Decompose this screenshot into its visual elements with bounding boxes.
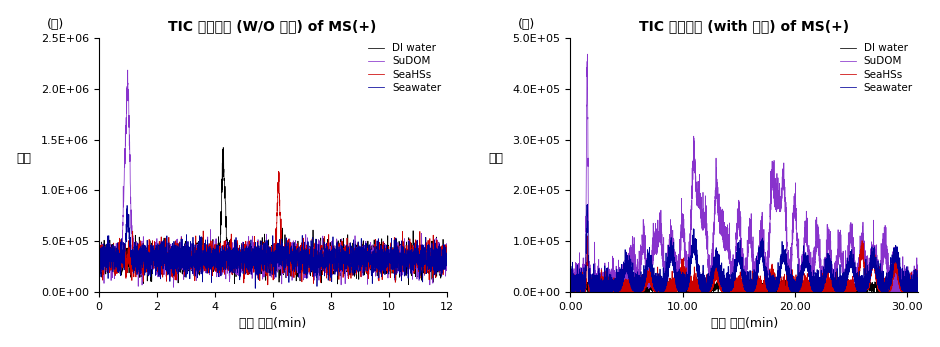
SuDOM [565, 280, 576, 284]
Seawater [250, 286, 261, 290]
DI water [902, 283, 914, 288]
Y-axis label: 강도: 강도 [488, 152, 503, 165]
SeaHSs [913, 290, 924, 294]
DI water [153, 267, 164, 271]
DI water [593, 290, 604, 294]
DI water [565, 290, 576, 294]
SuDOM [434, 272, 446, 277]
SuDOM [93, 243, 104, 247]
SeaHSs [153, 255, 164, 259]
SuDOM [242, 255, 253, 260]
SeaHSs [273, 169, 284, 174]
SuDOM [122, 68, 133, 72]
Seawater [441, 255, 452, 259]
Seawater [434, 259, 446, 263]
SeaHSs [713, 268, 725, 272]
SuDOM [227, 267, 238, 271]
SeaHSs [93, 264, 104, 269]
SeaHSs [885, 286, 896, 290]
SuDOM [913, 286, 924, 290]
DI water [218, 145, 229, 150]
Line: Seawater: Seawater [571, 204, 918, 292]
Line: SuDOM: SuDOM [99, 70, 446, 287]
SeaHSs [262, 283, 274, 287]
X-axis label: 체류 시간(min): 체류 시간(min) [239, 318, 306, 330]
SeaHSs [434, 257, 446, 261]
SeaHSs [818, 290, 829, 294]
SeaHSs [902, 289, 914, 293]
Seawater [133, 261, 144, 265]
SeaHSs [582, 234, 593, 238]
Line: DI water: DI water [99, 147, 446, 285]
SuDOM [902, 280, 914, 284]
SeaHSs [397, 249, 408, 253]
SuDOM [153, 248, 164, 253]
Line: SeaHSs: SeaHSs [571, 236, 918, 292]
DI water [818, 282, 829, 286]
Line: Seawater: Seawater [99, 205, 446, 288]
Seawater [582, 202, 593, 206]
Title: TIC 스펙트럼 (W/O 콜럼) of MS(+): TIC 스펙트럼 (W/O 콜럼) of MS(+) [168, 19, 377, 33]
Seawater [818, 276, 829, 280]
DI water [227, 257, 238, 261]
Seawater [93, 259, 104, 263]
Seawater [713, 272, 725, 276]
SuDOM [711, 185, 722, 189]
DI water [885, 285, 896, 289]
Line: SeaHSs: SeaHSs [99, 171, 446, 285]
SuDOM [441, 242, 452, 246]
Seawater [885, 268, 896, 272]
Text: (가): (가) [46, 18, 64, 31]
SeaHSs [227, 272, 238, 277]
SeaHSs [133, 264, 144, 268]
Seawater [711, 257, 722, 262]
DI water [93, 243, 104, 247]
Seawater [565, 290, 576, 294]
DI water [434, 254, 446, 259]
DI water [913, 287, 924, 291]
DI water [242, 247, 253, 251]
SuDOM [133, 252, 144, 256]
Line: DI water: DI water [571, 271, 918, 292]
X-axis label: 체류 시간(min): 체류 시간(min) [711, 318, 778, 330]
SuDOM [730, 255, 742, 259]
Seawater [121, 203, 133, 208]
SuDOM [885, 270, 896, 274]
Seawater [153, 257, 164, 262]
SuDOM [565, 290, 576, 294]
DI water [441, 255, 452, 259]
DI water [133, 268, 144, 272]
SuDOM [582, 52, 593, 56]
SeaHSs [441, 256, 452, 260]
Y-axis label: 강도: 강도 [17, 152, 32, 165]
Legend: DI water, SuDOM, SeaHSs, Seawater: DI water, SuDOM, SeaHSs, Seawater [840, 43, 913, 93]
DI water [397, 247, 408, 251]
Seawater [242, 257, 253, 261]
SeaHSs [730, 281, 742, 285]
Seawater [397, 257, 408, 261]
DI water [711, 287, 722, 291]
Text: (나): (나) [518, 18, 536, 31]
Title: TIC 스펙트럼 (with 콜럼) of MS(+): TIC 스펙트럼 (with 콜럼) of MS(+) [639, 19, 850, 33]
Line: SuDOM: SuDOM [571, 54, 918, 292]
DI water [571, 269, 582, 273]
DI water [730, 283, 742, 287]
SeaHSs [711, 277, 722, 281]
SeaHSs [565, 290, 576, 294]
SuDOM [168, 285, 180, 289]
Seawater [730, 271, 742, 275]
SeaHSs [242, 254, 253, 259]
Seawater [227, 262, 238, 266]
DI water [713, 286, 725, 290]
SuDOM [713, 228, 725, 232]
Seawater [913, 285, 924, 289]
Legend: DI water, SuDOM, SeaHSs, Seawater: DI water, SuDOM, SeaHSs, Seawater [368, 43, 442, 93]
SuDOM [818, 286, 829, 290]
SuDOM [397, 244, 408, 248]
Seawater [902, 285, 914, 289]
DI water [403, 282, 415, 287]
